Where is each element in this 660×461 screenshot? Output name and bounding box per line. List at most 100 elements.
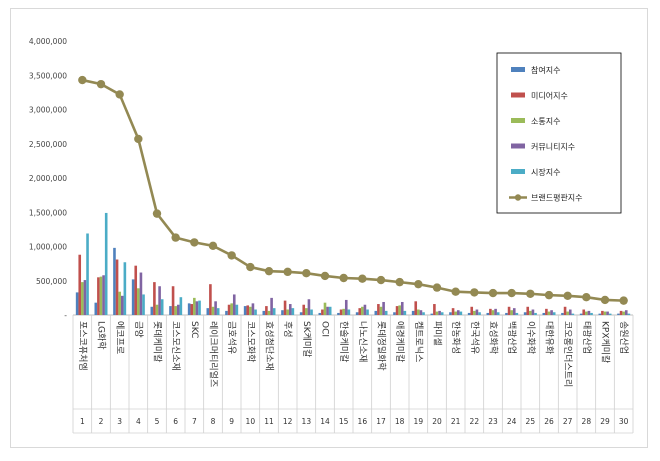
category-label: 한농화성	[450, 321, 461, 354]
rank-label: 3	[117, 417, 122, 426]
bar	[494, 308, 497, 315]
bar	[272, 308, 276, 315]
bar	[75, 292, 79, 315]
category-label: 롯데케미칼	[152, 321, 163, 362]
bar	[281, 310, 284, 315]
bar	[411, 310, 415, 315]
legend-label: 커뮤니티지수	[531, 142, 575, 152]
line-point	[264, 266, 274, 276]
line-point	[432, 283, 442, 292]
category-label: 파미셀	[432, 321, 443, 346]
rank-label: 29	[600, 417, 610, 426]
bar	[267, 310, 271, 315]
rank-label: 30	[619, 417, 629, 426]
bar	[176, 304, 180, 315]
bar	[377, 304, 380, 315]
bar	[307, 299, 311, 315]
bar	[486, 312, 490, 315]
bar	[563, 306, 567, 315]
category-label: 이수화학	[525, 321, 536, 354]
bar	[326, 306, 329, 315]
bar	[216, 308, 220, 315]
line-point	[78, 75, 87, 85]
bar	[254, 309, 257, 315]
bar	[134, 265, 138, 315]
bar	[158, 286, 161, 315]
line-point	[582, 292, 591, 302]
rank-label: 1	[80, 417, 85, 426]
line-point	[507, 288, 516, 298]
legend-swatch	[511, 169, 525, 174]
bar	[321, 309, 324, 315]
line-point	[171, 233, 180, 242]
bar	[449, 312, 452, 315]
bar	[235, 304, 239, 315]
bar	[337, 312, 340, 315]
bar	[398, 305, 401, 315]
line-point	[320, 271, 330, 281]
bar	[232, 294, 236, 315]
legend-swatch	[511, 118, 525, 123]
line-point	[414, 279, 423, 289]
rank-label: 2	[99, 417, 104, 426]
line-point	[470, 288, 479, 297]
bar	[510, 310, 513, 315]
bar	[473, 310, 476, 315]
bar	[246, 305, 250, 315]
bar	[603, 311, 607, 315]
legend-label: 참여지수	[531, 65, 560, 75]
bar	[249, 306, 252, 315]
bar	[582, 309, 586, 315]
bar	[627, 313, 631, 315]
line-point	[302, 269, 311, 278]
bar	[118, 291, 121, 315]
line-point	[96, 79, 106, 89]
bar	[209, 284, 212, 315]
category-label: SKC	[189, 321, 199, 338]
bar	[155, 304, 159, 315]
bar	[339, 309, 343, 315]
y-tick-label: 3,000,000	[29, 106, 67, 115]
bar	[478, 312, 481, 315]
bar	[123, 262, 127, 315]
rank-label: 21	[451, 417, 461, 426]
bar	[403, 310, 407, 315]
bar	[512, 308, 516, 315]
bar	[97, 277, 100, 315]
legend-label: 시장지수	[531, 167, 560, 177]
bar	[459, 311, 463, 315]
legend-swatch	[511, 92, 525, 98]
bar	[529, 310, 532, 315]
bar	[344, 299, 348, 315]
bar	[505, 312, 508, 315]
bar	[606, 311, 609, 315]
bar	[286, 309, 289, 315]
bar	[83, 280, 87, 315]
legend-box	[496, 52, 622, 214]
y-tick-label: 2,500,000	[29, 140, 67, 149]
bar	[417, 309, 420, 315]
line-point	[376, 275, 386, 285]
bar	[366, 309, 369, 315]
bar	[310, 309, 313, 315]
line-point	[395, 277, 404, 287]
bar	[624, 310, 628, 315]
bar	[382, 301, 385, 315]
bar	[496, 312, 500, 315]
bar	[160, 299, 164, 315]
category-label: 코스모화학	[245, 321, 256, 362]
brand-index-line	[78, 75, 628, 305]
bar	[342, 308, 345, 315]
rank-label: 24	[507, 417, 517, 426]
category-label: 백광산업	[506, 321, 518, 354]
line-point	[451, 287, 460, 296]
bar	[225, 310, 228, 315]
bar	[270, 297, 273, 315]
bar	[550, 310, 553, 315]
bar	[288, 304, 292, 315]
bar	[142, 294, 145, 315]
category-label: 한솔케미칼	[338, 321, 349, 362]
rank-label: 6	[173, 417, 178, 426]
y-tick-label: 3,500,000	[29, 71, 67, 80]
